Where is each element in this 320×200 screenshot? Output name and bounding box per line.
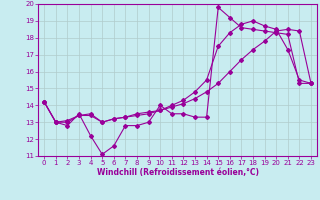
X-axis label: Windchill (Refroidissement éolien,°C): Windchill (Refroidissement éolien,°C) xyxy=(97,168,259,177)
